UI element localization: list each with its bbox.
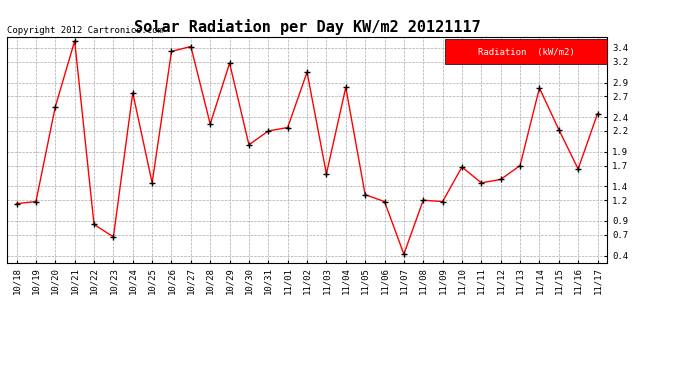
FancyBboxPatch shape [445, 39, 607, 64]
Text: Copyright 2012 Cartronics.com: Copyright 2012 Cartronics.com [7, 26, 163, 35]
Text: Radiation  (kW/m2): Radiation (kW/m2) [477, 48, 575, 57]
Title: Solar Radiation per Day KW/m2 20121117: Solar Radiation per Day KW/m2 20121117 [134, 19, 480, 35]
